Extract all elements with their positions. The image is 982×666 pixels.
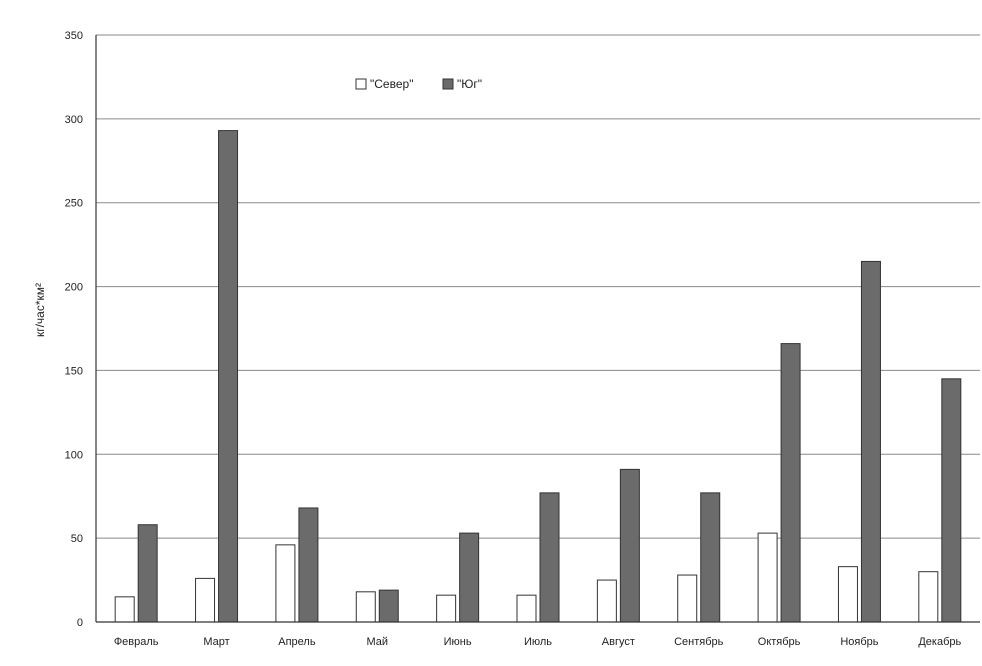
x-tick-label-5: Июль [524,636,552,648]
bar-yug-3 [378,589,399,623]
legend: "Север" "Юг" [355,77,482,91]
y-tick-label-100: 100 [65,449,83,461]
y-tick-label-150: 150 [65,365,83,377]
bar-sever-4 [436,594,457,623]
bar-yug-4 [459,532,480,623]
x-tick-label-1: Март [203,636,229,648]
bar-sever-10 [918,571,939,623]
x-tick-label-2: Апрель [278,636,316,648]
bar-sever-8 [757,532,778,623]
x-tick-label-7: Сентябрь [674,636,724,648]
bar-sever-9 [837,566,858,623]
legend-swatch-yug [442,78,454,90]
bar-sever-7 [677,574,698,623]
bar-sever-3 [355,591,376,623]
y-tick-label-200: 200 [65,282,83,294]
bar-sever-0 [114,596,135,623]
bar-yug-0 [137,524,158,623]
legend-label-yug: "Юг" [457,77,482,91]
bar-yug-6 [619,468,640,623]
bar-yug-5 [539,492,560,623]
bar-sever-2 [275,544,296,623]
y-tick-label-350: 350 [65,30,83,42]
bar-yug-10 [941,378,962,623]
x-tick-label-4: Июнь [444,636,472,648]
legend-label-sever: "Север" [370,77,413,91]
x-tick-label-3: Май [366,636,388,648]
x-tick-label-0: Февраль [114,636,159,648]
legend-swatch-sever [355,78,367,90]
y-tick-label-300: 300 [65,114,83,126]
bar-yug-2 [298,507,319,623]
x-tick-label-8: Октябрь [758,636,801,648]
y-axis-label: кг/час*км² [33,283,47,337]
bar-sever-5 [516,594,537,623]
x-tick-label-9: Ноябрь [840,636,878,648]
bar-yug-7 [700,492,721,623]
bars [114,130,962,623]
y-tick-label-0: 0 [77,617,83,629]
axes: 0 50 100 150 200 250 300 350 Февраль Март Апрель Ма… [65,30,980,648]
bar-yug-9 [860,260,881,623]
bar-yug-1 [218,130,239,623]
x-tick-label-10: Декабрь [918,636,961,648]
bar-yug-8 [780,343,801,623]
x-tick-label-6: Август [602,636,635,648]
y-tick-label-50: 50 [71,533,83,545]
grid-lines [96,34,980,539]
bar-sever-6 [596,579,617,623]
y-tick-label-250: 250 [65,198,83,210]
bar-sever-1 [195,577,216,623]
